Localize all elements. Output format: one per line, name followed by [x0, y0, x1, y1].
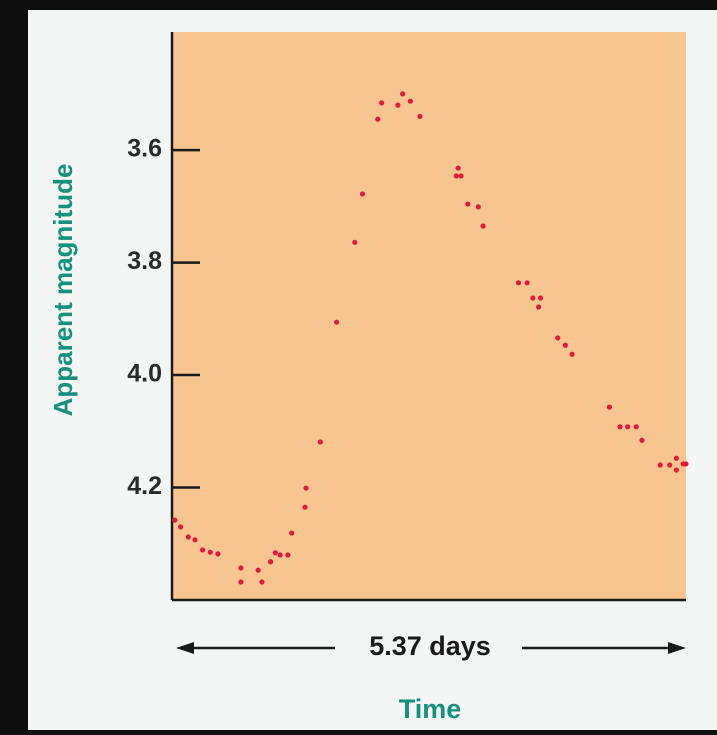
data-point [277, 552, 283, 558]
y-tick-label: 3.6 [127, 135, 162, 163]
data-point [400, 91, 406, 97]
data-point [524, 280, 530, 286]
data-point [417, 113, 423, 119]
data-point [515, 280, 522, 286]
data-point [317, 439, 323, 445]
data-point [639, 437, 645, 443]
data-point [267, 559, 274, 565]
y-axis-label: Apparent magnitude [48, 164, 78, 417]
span-label: 5.37 days [369, 631, 491, 661]
data-point [215, 551, 221, 557]
data-point [289, 530, 295, 536]
data-point [569, 351, 575, 357]
data-point [352, 239, 358, 245]
y-tick-label: 3.8 [127, 247, 162, 275]
data-point [530, 295, 536, 301]
data-point [458, 173, 464, 179]
data-point [475, 204, 481, 210]
data-point [555, 335, 561, 341]
data-point [455, 165, 461, 171]
data-point [657, 462, 663, 468]
y-tick-label: 4.0 [127, 360, 162, 388]
data-point [303, 485, 309, 491]
data-point [192, 537, 198, 543]
data-point [465, 201, 471, 207]
data-point [375, 116, 381, 122]
span-arrows [176, 642, 686, 654]
data-point [625, 424, 631, 430]
data-point [673, 455, 680, 461]
y-tick-label: 4.2 [127, 472, 162, 500]
data-point [480, 223, 486, 229]
data-point [185, 534, 191, 540]
x-axis-label: Time [399, 694, 462, 724]
data-point [207, 549, 213, 555]
data-point [334, 319, 340, 325]
data-point [255, 567, 261, 573]
data-point [633, 424, 639, 430]
plot-area [172, 32, 686, 600]
data-point [453, 173, 459, 179]
data-point [617, 424, 623, 430]
data-point [238, 579, 244, 585]
data-point [178, 524, 184, 530]
data-point [606, 404, 613, 410]
data-point [667, 462, 673, 468]
data-point [200, 547, 206, 553]
data-point [359, 191, 366, 197]
data-point [537, 295, 544, 301]
data-point [535, 304, 542, 310]
data-point [302, 504, 308, 510]
data-point [172, 517, 178, 523]
data-point [683, 461, 689, 467]
data-point [395, 102, 401, 108]
data-point [285, 552, 291, 558]
data-point [238, 565, 244, 571]
data-point [673, 467, 680, 473]
data-point [379, 100, 385, 106]
data-point [562, 342, 568, 348]
data-point [259, 579, 265, 585]
data-point [272, 550, 278, 556]
data-point [407, 98, 413, 104]
